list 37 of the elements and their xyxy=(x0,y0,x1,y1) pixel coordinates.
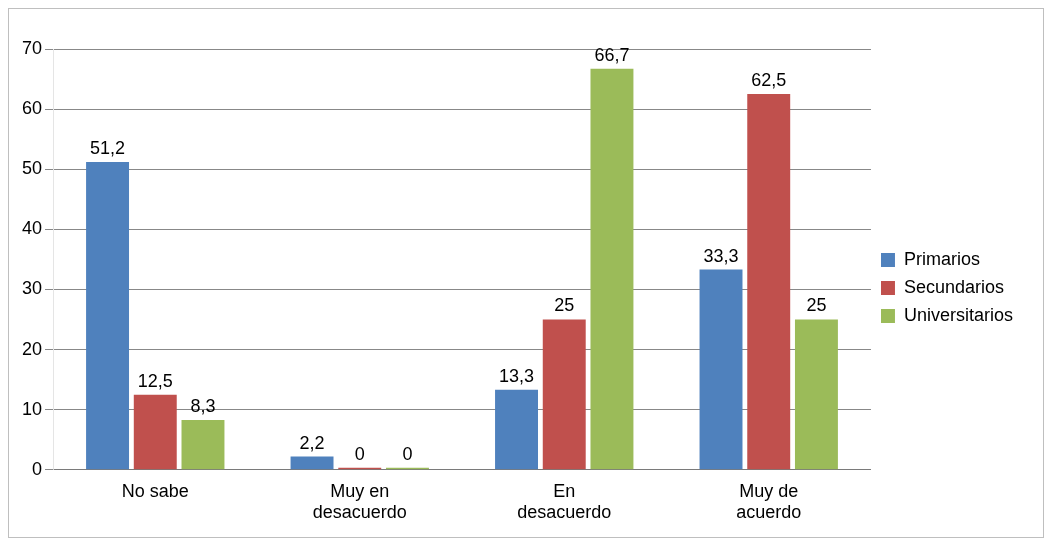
bar xyxy=(542,319,586,470)
y-tick-label: 40 xyxy=(21,218,43,239)
y-tick-label: 60 xyxy=(21,98,43,119)
data-label: 0 xyxy=(402,443,413,464)
data-label: 25 xyxy=(554,295,575,316)
data-label: 51,2 xyxy=(90,137,126,158)
bar xyxy=(590,68,634,470)
bar xyxy=(133,394,177,470)
data-label: 0 xyxy=(354,443,365,464)
x-tick-label: Muy en desacuerdo xyxy=(312,480,407,523)
data-label: 2,2 xyxy=(299,432,325,453)
legend-label: Secundarios xyxy=(903,276,1005,297)
bar xyxy=(495,389,538,470)
bar xyxy=(794,319,838,470)
data-label: 13,3 xyxy=(499,365,535,386)
x-tick-label: En desacuerdo xyxy=(517,480,612,523)
x-tick-label: Muy de acuerdo xyxy=(736,480,802,523)
bar xyxy=(181,419,225,470)
legend-label: Universitarios xyxy=(903,304,1013,325)
data-label: 12,5 xyxy=(137,370,173,391)
data-label: 25 xyxy=(806,295,827,316)
y-tick-label: 50 xyxy=(21,158,43,179)
bar xyxy=(290,456,334,470)
y-tick-label: 10 xyxy=(21,398,43,419)
y-tick-label: 0 xyxy=(32,458,43,479)
data-label: 33,3 xyxy=(703,245,739,266)
data-label: 62,5 xyxy=(751,70,787,91)
data-label: 8,3 xyxy=(190,395,216,416)
y-tick-label: 70 xyxy=(21,37,43,58)
bar xyxy=(747,94,791,470)
bar xyxy=(699,269,743,470)
data-label: 66,7 xyxy=(594,44,630,65)
y-tick-label: 20 xyxy=(21,338,43,359)
x-tick-label: No sabe xyxy=(121,480,189,501)
bar xyxy=(86,162,130,470)
y-tick-label: 30 xyxy=(21,278,43,299)
legend-label: Primarios xyxy=(903,248,980,269)
